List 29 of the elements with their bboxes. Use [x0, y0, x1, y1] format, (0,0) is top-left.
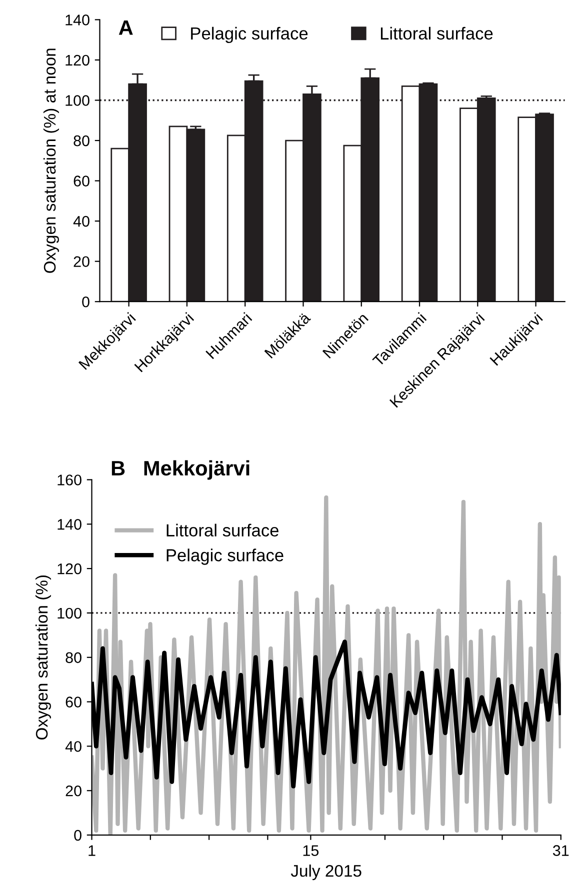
chart-title: A: [118, 20, 133, 35]
y-tick-label: 80: [74, 135, 90, 146]
y-tick-label: 20: [66, 785, 82, 796]
y-tick-label: 140: [66, 14, 90, 26]
y-tick-label: 120: [58, 563, 82, 574]
y-tick-label: 60: [66, 696, 82, 708]
y-tick-label: 100: [58, 608, 82, 619]
legend-label: Littoral surface: [380, 26, 493, 40]
y-tick-label: 40: [73, 216, 90, 227]
legend-label: Pelagic surface: [166, 548, 284, 565]
x-tick-label: 15: [303, 845, 319, 856]
y-tick-label: 20: [74, 256, 90, 268]
chart-title: B Mekkojärvi: [112, 460, 250, 480]
y-tick-label: 100: [66, 95, 90, 106]
y-tick-label: 60: [74, 176, 90, 186]
legend-label: Littoral surface: [166, 524, 278, 537]
y-tick-label: 160: [58, 474, 82, 486]
y-tick-label: 120: [66, 54, 90, 66]
y-tick-label: 140: [58, 519, 82, 530]
y-tick-label: 80: [66, 652, 82, 664]
x-tick-label: 1: [88, 845, 96, 856]
y-tick-label: 0: [74, 830, 82, 841]
x-tick-label: 31: [552, 845, 569, 856]
x-axis-title: July 2015: [290, 864, 362, 880]
legend-label: Pelagic surface: [191, 26, 308, 44]
y-axis-title: Oxygen saturation (%): [35, 576, 52, 740]
y-axis-title: Oxygen saturation (%) at noon: [43, 48, 59, 273]
y-tick-label: 40: [65, 741, 82, 752]
y-tick-label: 0: [82, 296, 90, 308]
